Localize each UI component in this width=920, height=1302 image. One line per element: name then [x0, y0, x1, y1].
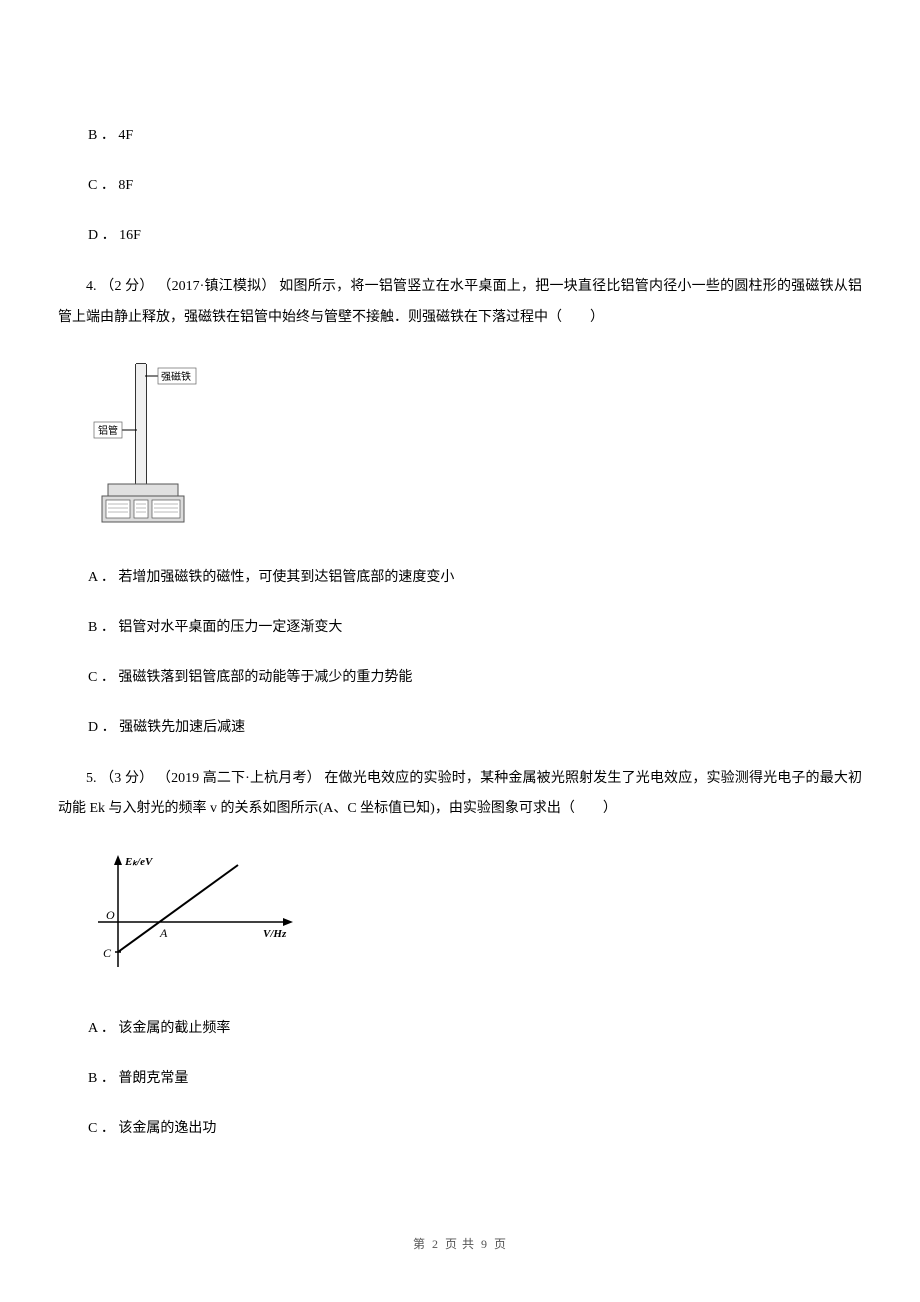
footer-prefix: 第: [413, 1237, 426, 1251]
question-4-figure: 强磁铁 铝管: [88, 356, 862, 542]
question-5-figure: Eₖ/eV V/Hz O A C: [88, 847, 862, 993]
magnet-label: 强磁铁: [161, 370, 191, 383]
page-footer: 第 2 页 共 9 页: [0, 1235, 920, 1252]
q4-option-b[interactable]: B ． 铝管对水平桌面的压力一定逐渐变大: [88, 614, 862, 642]
question-5: 5. （3 分） （2019 高二下·上杭月考） 在做光电效应的实验时，某种金属…: [58, 764, 862, 826]
option-label: C: [88, 1121, 97, 1136]
option-label: C: [88, 178, 97, 193]
option-text: 若增加强磁铁的磁性，可使其到达铝管底部的速度变小: [118, 570, 454, 585]
q5-option-c[interactable]: C ． 该金属的逸出功: [88, 1115, 862, 1143]
q4-option-d[interactable]: D ． 强磁铁先加速后减速: [88, 714, 862, 742]
option-label: B: [88, 620, 97, 635]
q5-option-b[interactable]: B ． 普朗克常量: [88, 1065, 862, 1093]
question-4: 4. （2 分） （2017·镇江模拟） 如图所示，将一铝管竖立在水平桌面上，把…: [58, 272, 862, 334]
footer-total: 9: [481, 1237, 488, 1251]
option-text: 铝管对水平桌面的压力一定逐渐变大: [118, 620, 342, 635]
question-number: 5.: [86, 771, 97, 786]
point-c-label: C: [103, 946, 112, 960]
option-label: D: [88, 720, 98, 735]
q5-option-a[interactable]: A ． 该金属的截止频率: [88, 1015, 862, 1043]
x-axis-label: V/Hz: [263, 928, 287, 940]
option-c[interactable]: C ． 8F: [88, 172, 862, 200]
point-a-label: A: [159, 926, 168, 940]
q4-option-c[interactable]: C ． 强磁铁落到铝管底部的动能等于减少的重力势能: [88, 664, 862, 692]
question-points: （3 分）: [100, 771, 153, 786]
option-text: 该金属的逸出功: [118, 1121, 216, 1136]
option-text: 强磁铁落到铝管底部的动能等于减少的重力势能: [118, 670, 412, 685]
option-label: A: [88, 570, 97, 585]
option-text: 普朗克常量: [118, 1071, 188, 1086]
option-d[interactable]: D ． 16F: [88, 222, 862, 250]
option-text: 16F: [119, 228, 141, 243]
y-axis-label: Eₖ/eV: [124, 856, 154, 868]
origin-label: O: [106, 908, 115, 922]
option-text: 8F: [118, 178, 133, 193]
option-text: 4F: [118, 128, 133, 143]
tube-label: 铝管: [98, 424, 118, 437]
footer-suffix: 页: [494, 1237, 507, 1251]
option-label: B: [88, 128, 97, 143]
question-source: （2017·镇江模拟）: [157, 279, 275, 294]
option-text: 强磁铁先加速后减速: [119, 720, 245, 735]
footer-mid: 页 共: [445, 1237, 475, 1251]
option-label: D: [88, 228, 98, 243]
option-b[interactable]: B ． 4F: [88, 122, 862, 150]
question-number: 4.: [86, 279, 97, 294]
option-label: B: [88, 1071, 97, 1086]
option-label: C: [88, 670, 97, 685]
footer-current: 2: [432, 1237, 439, 1251]
question-points: （2 分）: [100, 279, 153, 294]
q4-option-a[interactable]: A ． 若增加强磁铁的磁性，可使其到达铝管底部的速度变小: [88, 564, 862, 592]
option-text: 该金属的截止频率: [118, 1021, 230, 1036]
question-source: （2019 高二下·上杭月考）: [157, 771, 321, 786]
option-label: A: [88, 1021, 97, 1036]
